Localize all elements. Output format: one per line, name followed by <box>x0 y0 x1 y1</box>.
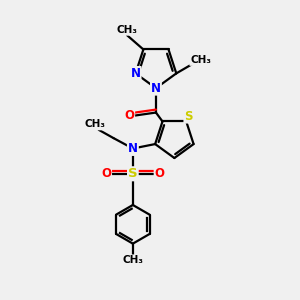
Text: N: N <box>128 142 138 155</box>
Text: N: N <box>130 67 141 80</box>
Text: O: O <box>124 109 134 122</box>
Text: S: S <box>128 167 138 180</box>
Text: CH₃: CH₃ <box>116 25 137 35</box>
Text: N: N <box>151 82 161 95</box>
Text: CH₃: CH₃ <box>190 55 211 65</box>
Text: S: S <box>184 110 193 123</box>
Text: O: O <box>154 167 165 180</box>
Text: O: O <box>101 167 111 180</box>
Text: CH₃: CH₃ <box>122 255 143 265</box>
Text: CH₃: CH₃ <box>85 119 106 129</box>
